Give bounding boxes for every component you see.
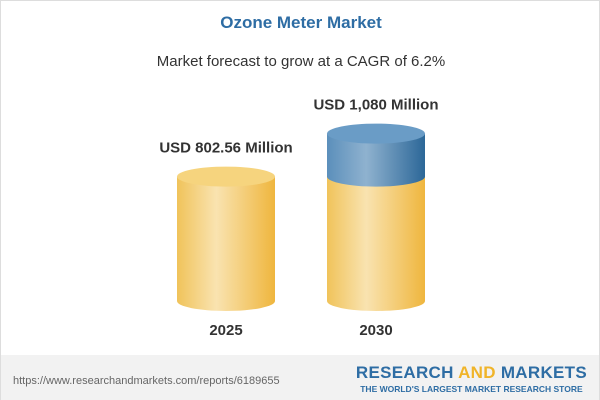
bar-growth-2030-body — [327, 133, 425, 187]
x-tick-2025: 2025 — [209, 322, 242, 339]
bar-2025-body — [177, 176, 275, 311]
x-tick-2030: 2030 — [359, 322, 392, 339]
chart-title: Ozone Meter Market — [220, 13, 382, 32]
source-url[interactable]: https://www.researchandmarkets.com/repor… — [13, 375, 280, 387]
bar-base-2030-body — [327, 176, 425, 311]
cylinder-chart: USD 802.56 Million 2025 USD 1,080 Million 2… — [159, 97, 438, 339]
brand-logo: RESEARCH AND MARKETS THE WORLD'S LARGEST… — [355, 363, 587, 394]
brand-tagline: THE WORLD'S LARGEST MARKET RESEARCH STOR… — [360, 384, 583, 394]
data-label-2025: USD 802.56 Million — [159, 140, 292, 157]
bar-growth-2030-top — [327, 123, 425, 144]
bar-2025-top — [177, 166, 275, 187]
footer: https://www.researchandmarkets.com/repor… — [1, 355, 599, 400]
chart-subtitle: Market forecast to grow at a CAGR of 6.2… — [156, 53, 446, 70]
data-label-2030: USD 1,080 Million — [313, 97, 438, 114]
